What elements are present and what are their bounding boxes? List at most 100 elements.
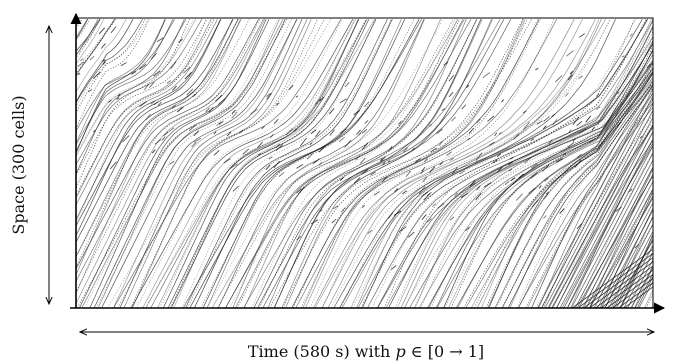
trajectory-line [76, 19, 264, 282]
trajectory-line [583, 166, 653, 308]
trajectory-line [528, 187, 536, 194]
trajectory-line [455, 76, 653, 308]
trajectory-line [243, 19, 501, 308]
trajectory-line [507, 84, 653, 308]
trajectory-line [108, 99, 112, 103]
trajectory-line [405, 170, 412, 177]
trajectory-line [535, 120, 653, 308]
trajectory-line [538, 92, 653, 308]
trajectory-line [451, 167, 458, 175]
trajectory-line [469, 179, 476, 187]
trajectory-line [556, 126, 653, 308]
trajectory-line [213, 150, 220, 156]
trajectory-line [556, 158, 563, 163]
trajectory-line [217, 19, 454, 308]
trajectory-line [552, 116, 653, 308]
trajectory-line [76, 19, 175, 132]
trajectory-line [116, 97, 120, 100]
trajectory-line [193, 130, 200, 137]
trajectory-line [110, 26, 117, 34]
trajectory-line [567, 74, 573, 81]
trajectory-line [571, 248, 653, 308]
trajectory-line [200, 19, 415, 308]
trajectory-line [559, 130, 653, 308]
trajectory-line [594, 188, 653, 308]
trajectory-line [403, 147, 408, 153]
trajectory-line [285, 128, 294, 136]
trajectory-line [627, 258, 653, 308]
trajectory-line [404, 26, 653, 308]
trajectory-line [600, 269, 653, 308]
trajectory-line [451, 116, 457, 122]
trajectory-line [371, 19, 647, 308]
trajectory-line [509, 156, 514, 160]
trajectory-line [358, 132, 362, 136]
trajectory-line [340, 207, 346, 213]
trajectory-line [574, 159, 653, 308]
trajectory-line [536, 120, 543, 125]
trajectory-line [157, 101, 162, 106]
trajectory-line [288, 84, 294, 91]
trajectory-line [328, 108, 335, 115]
trajectory-line [305, 19, 524, 308]
trajectory-line [333, 19, 643, 308]
trajectory-line [515, 193, 523, 201]
trajectory-line [420, 30, 653, 308]
trajectory-line [231, 109, 236, 115]
trajectory-line [439, 161, 444, 166]
trajectory-line [156, 37, 164, 43]
trajectory-line [487, 115, 495, 122]
trajectory-line [429, 124, 432, 127]
trajectory-line [206, 19, 402, 308]
trajectory-line [380, 156, 386, 162]
trajectory-line [494, 72, 653, 308]
trajectory-line [356, 19, 602, 308]
trajectory-line [388, 146, 393, 151]
trajectory-line [338, 136, 345, 142]
trajectory-line [604, 207, 653, 308]
trajectory-line [554, 75, 563, 83]
trajectory-line [309, 19, 538, 308]
trajectory-line [273, 160, 280, 169]
trajectory-line [202, 19, 406, 308]
trajectory-line [315, 130, 321, 137]
trajectory-line [341, 19, 649, 308]
trajectory-line [436, 128, 443, 135]
trajectory-line [261, 126, 265, 130]
trajectory-line [531, 84, 653, 308]
trajectory-line [414, 158, 421, 163]
trajectory-line [184, 71, 192, 80]
trajectory-line [548, 109, 653, 308]
time-axis-label-variable: p [395, 342, 405, 361]
trajectory-line [465, 226, 470, 232]
trajectory-line [513, 133, 520, 140]
trajectory-line [113, 19, 298, 308]
trajectory-line [310, 129, 317, 135]
trajectory-line [544, 102, 653, 308]
time-axis-label: Time (580 s) with p ∈ [0 → 1] [248, 342, 484, 361]
trajectory-line [76, 19, 190, 190]
trajectory-line [96, 19, 292, 308]
trajectory-line [543, 215, 547, 219]
trajectory-line [398, 120, 402, 125]
trajectory-line [377, 61, 653, 308]
trajectory-line [524, 157, 532, 164]
trajectory-line [192, 93, 197, 97]
trajectory-line [93, 129, 96, 133]
trajectory-line [422, 176, 428, 182]
trajectory-line [436, 70, 653, 308]
trajectory-line [76, 19, 233, 276]
trajectory-line [421, 166, 426, 172]
trajectory-line [161, 136, 166, 141]
trajectory-line [119, 19, 303, 308]
trajectory-line [100, 43, 106, 49]
trajectory-line [501, 99, 505, 103]
trajectory-line [309, 142, 313, 146]
trajectory-line [604, 216, 653, 308]
trajectory-line [588, 137, 597, 144]
trajectory-line [76, 19, 166, 145]
trajectory-line [541, 164, 550, 172]
trajectory-line [574, 159, 582, 168]
trajectory-line [258, 152, 262, 156]
trajectory-line [551, 113, 555, 118]
